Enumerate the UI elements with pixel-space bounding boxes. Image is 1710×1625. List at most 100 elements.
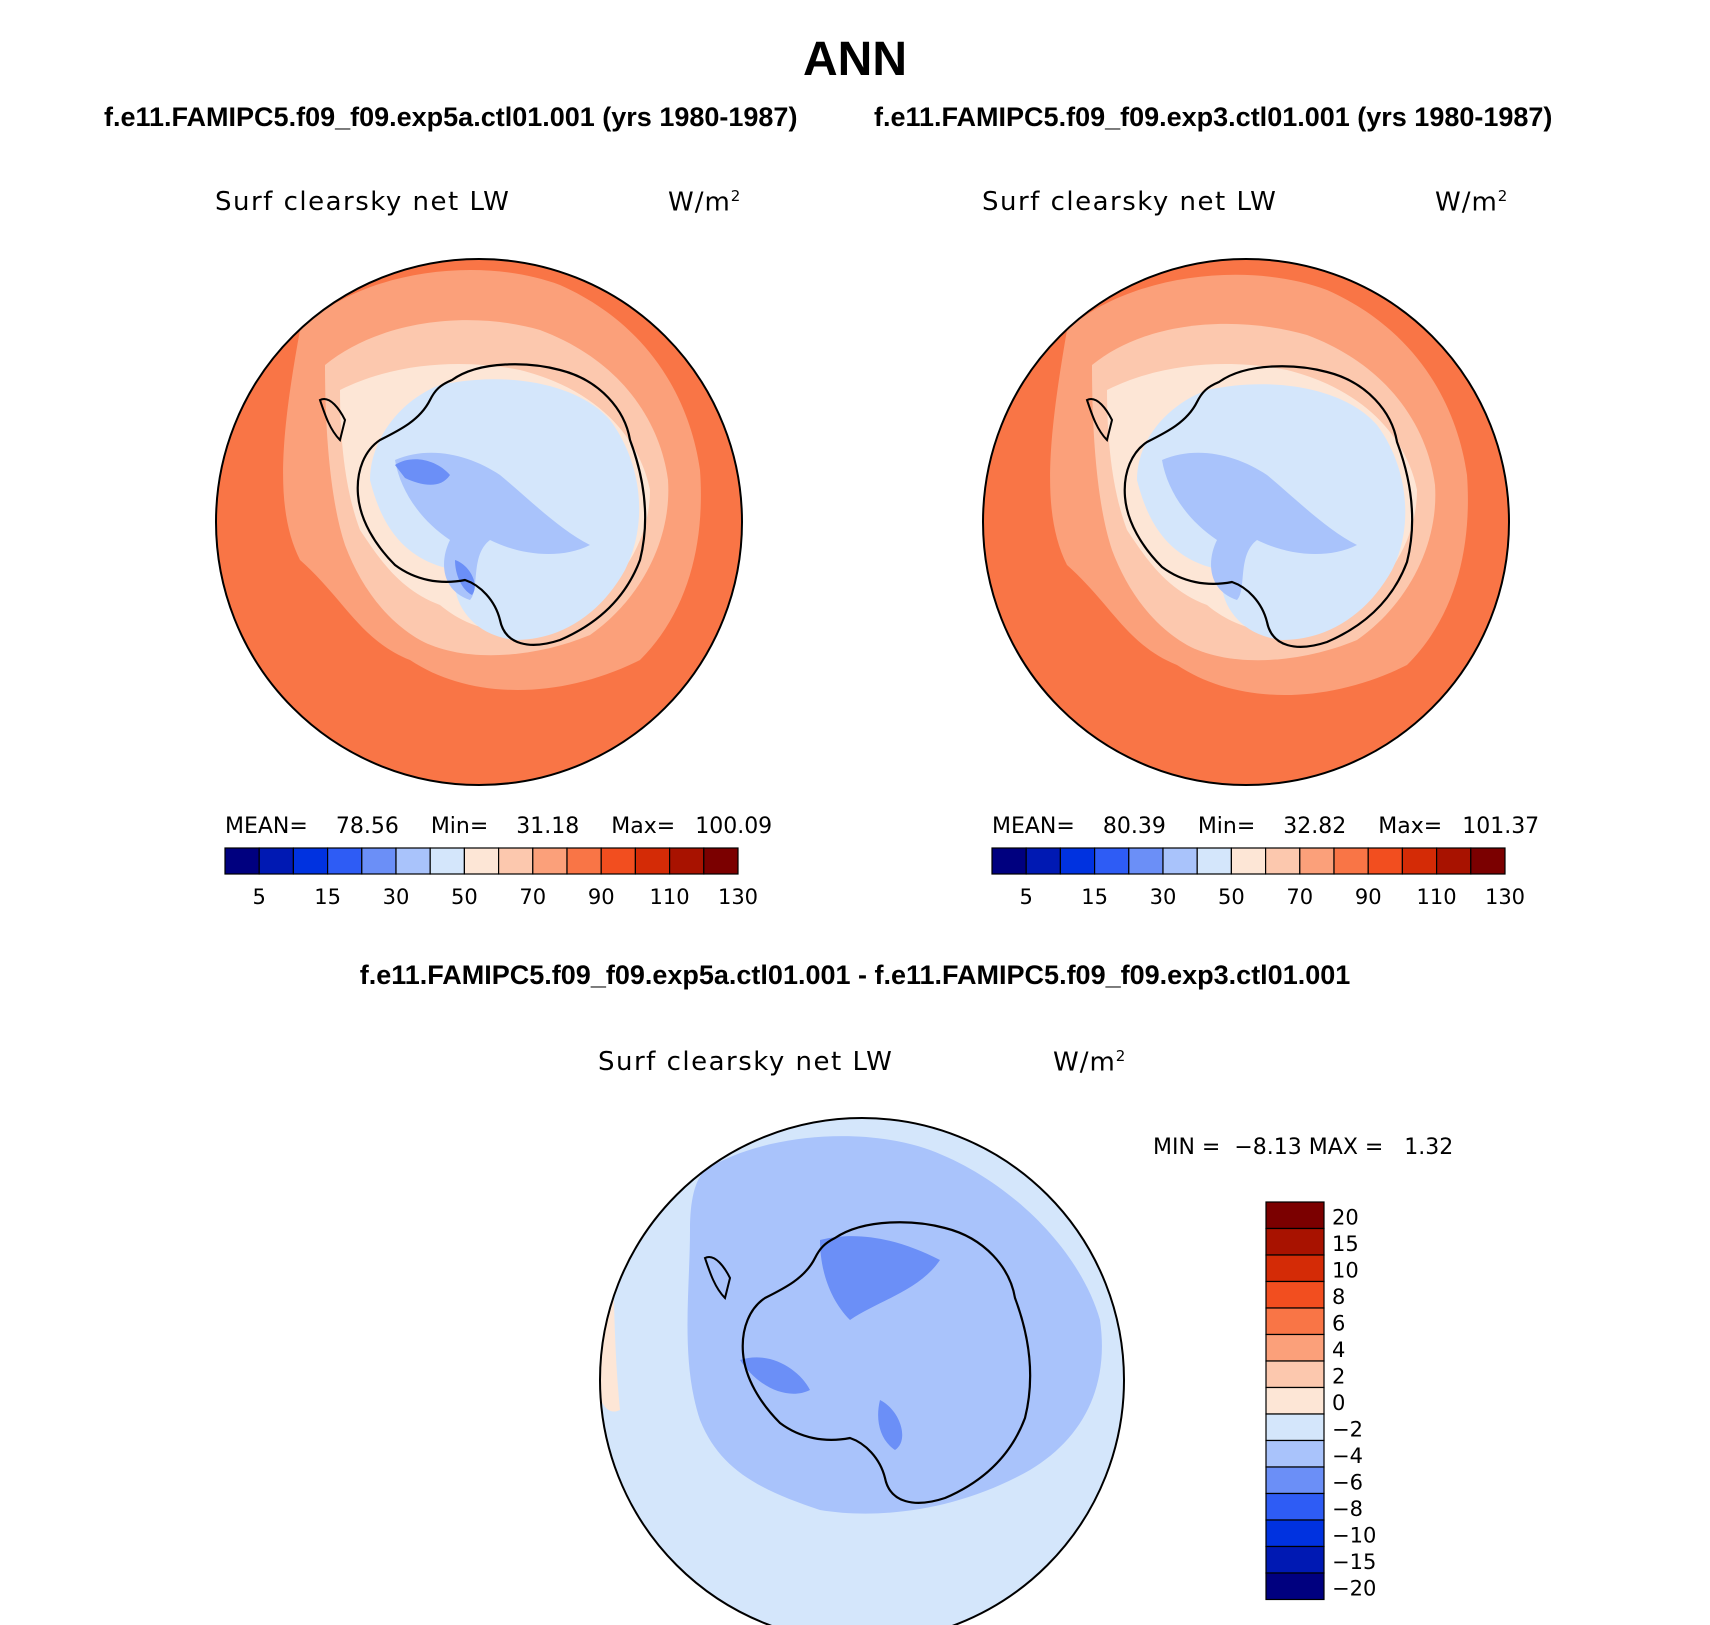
panel1-band-40 [395, 452, 590, 600]
panel2-map-border [982, 258, 1510, 786]
panel2-colorbar-swatch [1333, 847, 1369, 875]
difference-colorbar-tick-label: 20 [1332, 1206, 1359, 1230]
panel1-colorbar-tick-label: 70 [519, 885, 546, 909]
panel1-map [216, 259, 742, 785]
panel2-peninsula [1085, 398, 1114, 442]
panel1-mean-value: 78.56 [335, 814, 399, 839]
difference-colorbar-swatch [1265, 1572, 1325, 1601]
difference-colorbar-tick-label: 6 [1332, 1312, 1345, 1336]
panel1-colorbar-swatch [498, 847, 534, 875]
difference-map [600, 1118, 1124, 1625]
panel2-max-value: 101.37 [1462, 814, 1540, 839]
difference-colorbar-tick-label: −15 [1332, 1550, 1376, 1574]
difference-band-neg4-to-neg6 [740, 1236, 940, 1450]
panel1-min-label: Min= [430, 814, 489, 839]
difference-band-neg2-to-neg4 [687, 1136, 1102, 1514]
difference-colorbar-swatch [1265, 1201, 1325, 1230]
panel1-colorbar-swatch [429, 847, 466, 875]
difference-title: f.e11.FAMIPC5.f09_f09.exp5a.ctl01.001 - … [359, 960, 1351, 990]
difference-max-value: 1.32 [1404, 1135, 1454, 1160]
panel1-colorbar-tick-label: 130 [718, 885, 758, 909]
panel1-colorbar-swatch [361, 847, 397, 875]
case-title-left: f.e11.FAMIPC5.f09_f09.exp5a.ctl01.001 (y… [104, 102, 798, 132]
difference-colorbar-tick-label: −10 [1332, 1524, 1376, 1548]
difference-colorbar-swatch [1265, 1466, 1325, 1495]
panel2-variable-name: Surf clearsky net LW [982, 187, 1278, 217]
panel2-colorbar-swatch [1367, 847, 1403, 875]
difference-colorbar-swatch [1265, 1280, 1325, 1309]
difference-colorbar-swatch [1265, 1227, 1325, 1256]
panel2-colorbar-tick-label: 130 [1485, 885, 1525, 909]
difference-stats: MIN = −8.13 MAX = 1.32 [1153, 1135, 1453, 1160]
panel2-colorbar-swatch [1299, 847, 1335, 875]
difference-colorbar-swatch [1265, 1307, 1325, 1336]
panel2-mean-label: MEAN= [992, 814, 1075, 839]
difference-colorbar-tick-label: −4 [1332, 1444, 1363, 1468]
difference-colorbar-swatch [1265, 1519, 1325, 1548]
panel2-band-40 [1162, 452, 1357, 600]
panel2-colorbar-tick-label: 5 [1020, 885, 1033, 909]
panel1-colorbar-swatch [258, 847, 295, 875]
panel2-colorbar: 5 15 30 50 70 90 110 130 [991, 847, 1525, 909]
difference-colorbar-swatch [1265, 1360, 1325, 1389]
difference-colorbar-tick-label: 0 [1332, 1391, 1345, 1415]
panel1-colorbar-tick-label: 15 [314, 885, 341, 909]
difference-colorbar-tick-label: 15 [1332, 1232, 1359, 1256]
panel2-colorbar-swatch [1093, 847, 1130, 875]
panel2-colorbar-swatch [1025, 847, 1061, 875]
difference-colorbar-swatch [1265, 1492, 1325, 1521]
panel1-max-label: Max= [611, 814, 676, 839]
panel2-colorbar-tick-label: 30 [1150, 885, 1177, 909]
panel1-colorbar-swatch [463, 847, 500, 875]
panel1-colorbar-swatch [395, 847, 431, 875]
difference-colorbar-tick-label: −20 [1332, 1577, 1376, 1601]
panel2-colorbar-swatch [1128, 847, 1164, 875]
figure-title: ANN [803, 33, 907, 86]
panel1-mean-label: MEAN= [225, 814, 308, 839]
panel1-colorbar-swatch [668, 847, 705, 875]
panel1-colorbar-tick-label: 110 [650, 885, 690, 909]
panel2-colorbar-tick-label: 15 [1081, 885, 1108, 909]
panel2-colorbar-swatch [1059, 847, 1096, 875]
difference-colorbar-swatch [1265, 1413, 1325, 1442]
difference-colorbar-swatch [1265, 1545, 1325, 1574]
panel1-colorbar-tick-label: 30 [383, 885, 410, 909]
panel2-colorbar-swatch [991, 847, 1027, 875]
difference-colorbar-swatch [1265, 1254, 1325, 1283]
panel1-min-value: 31.18 [516, 814, 580, 839]
panel1-colorbar-tick-label: 5 [253, 885, 266, 909]
panel2-colorbar-swatch [1435, 847, 1472, 875]
panel1-max-value: 100.09 [695, 814, 773, 839]
panel2-coastline [1123, 365, 1414, 648]
panel2-map [983, 259, 1509, 785]
case-title-right: f.e11.FAMIPC5.f09_f09.exp3.ctl01.001 (yr… [874, 102, 1553, 132]
panel1-colorbar: 5 15 30 50 70 90 110 130 [224, 847, 758, 909]
difference-min-label: MIN = [1153, 1135, 1221, 1160]
difference-units: W/m2 [1053, 1047, 1127, 1078]
panel1-colorbar-swatch [703, 847, 739, 875]
difference-colorbar-swatch [1265, 1386, 1325, 1415]
panel1-colorbar-swatch [224, 847, 260, 875]
panel2-colorbar-swatch [1264, 847, 1301, 875]
panel1-units: W/m2 [668, 187, 742, 218]
panel1-variable-name: Surf clearsky net LW [215, 187, 511, 217]
difference-min-value: −8.13 [1234, 1135, 1302, 1160]
panel1-colorbar-swatch [600, 847, 637, 875]
panel1-map-border [215, 258, 743, 786]
panel2-colorbar-swatch [1230, 847, 1267, 875]
difference-colorbar-tick-label: −2 [1332, 1418, 1363, 1442]
difference-map-border [599, 1117, 1125, 1625]
panel1-coastline [356, 363, 647, 646]
panel2-colorbar-tick-label: 90 [1355, 885, 1382, 909]
panel2-stats: MEAN= 80.39 Min= 32.82 Max= 101.37 [992, 814, 1539, 839]
panel2-colorbar-swatch [1470, 847, 1506, 875]
difference-colorbar-tick-label: 8 [1332, 1285, 1345, 1309]
difference-peninsula [703, 1256, 732, 1300]
panel2-units: W/m2 [1435, 187, 1509, 218]
panel1-colorbar-swatch [634, 847, 671, 875]
panel1-colorbar-swatch [566, 847, 602, 875]
difference-variable-name: Surf clearsky net LW [598, 1047, 894, 1077]
panel2-min-value: 32.82 [1283, 814, 1347, 839]
